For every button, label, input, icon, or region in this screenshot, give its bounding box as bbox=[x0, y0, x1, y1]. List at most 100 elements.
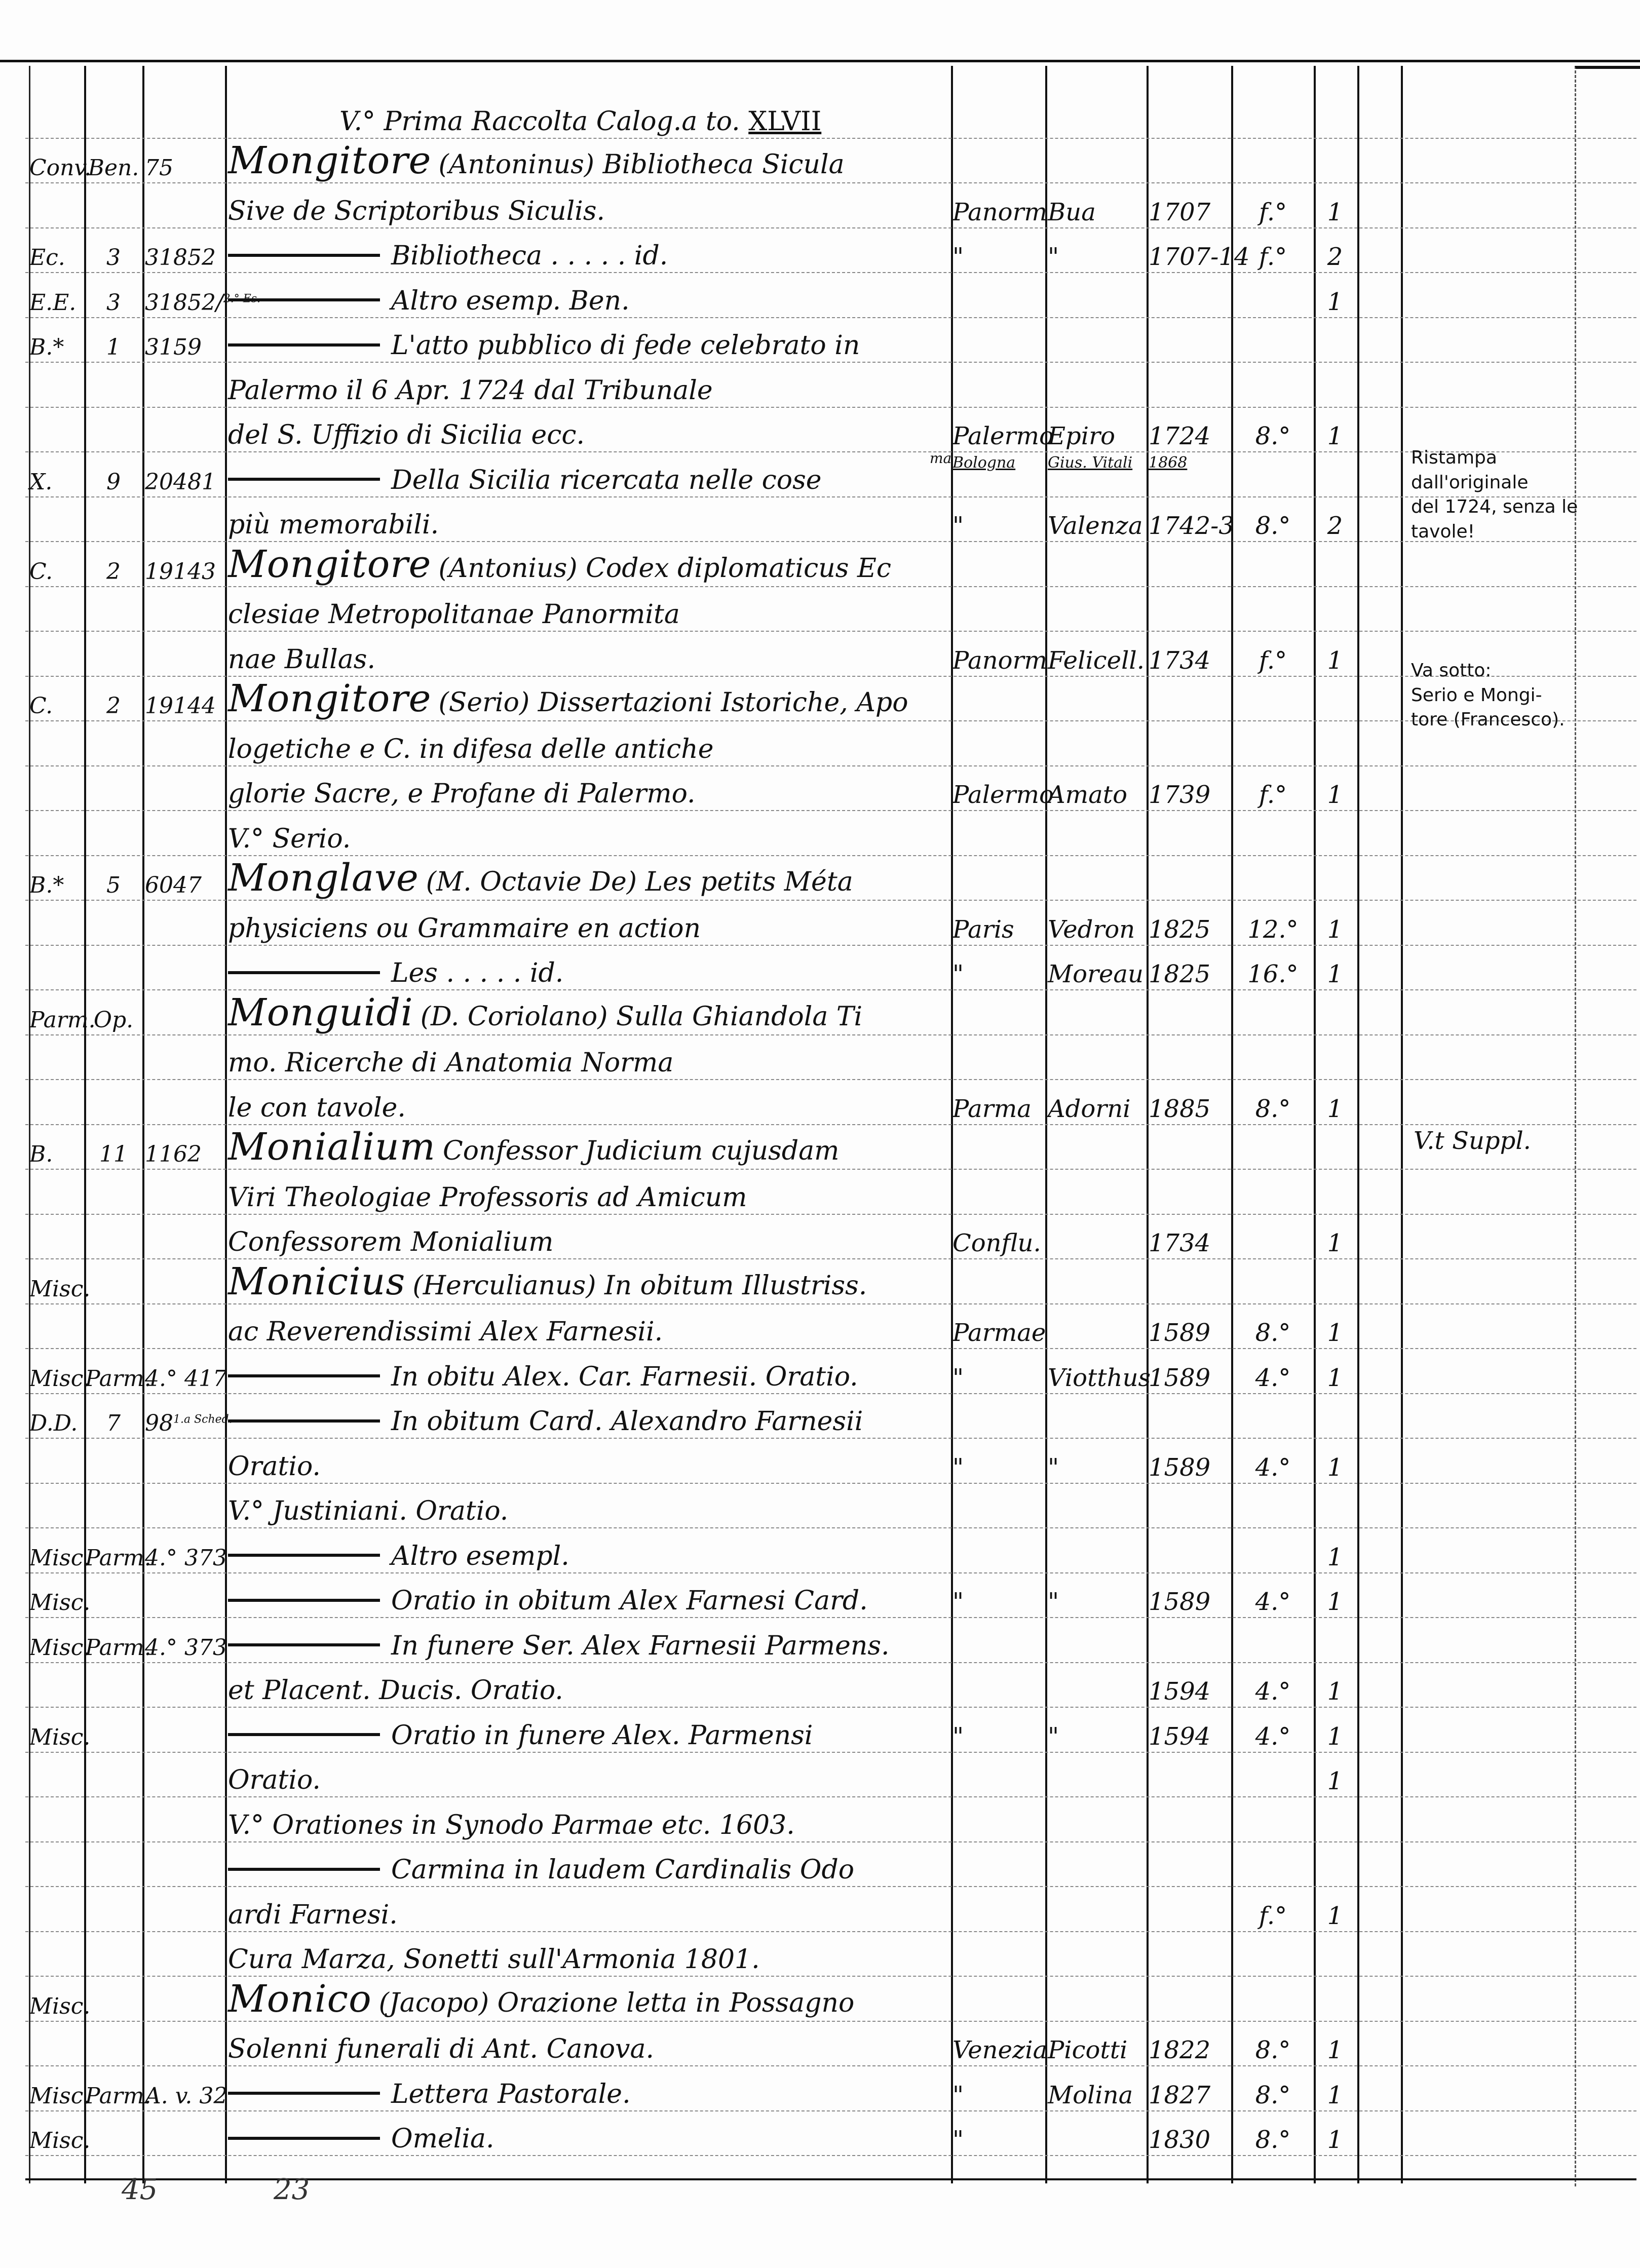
number-value: 19144 bbox=[145, 693, 216, 719]
table-row: le con tavole. Parma Adorni 1885 8.° 1 bbox=[25, 1080, 1636, 1125]
shelf-cell: 1 bbox=[106, 334, 121, 360]
collection-cell: Misc. bbox=[29, 1634, 91, 1661]
collection-cell: Misc. bbox=[29, 1365, 91, 1392]
heading-text: V.° Prima Raccolta Calog.a to. bbox=[339, 106, 740, 137]
year-cell: 1594 bbox=[1149, 1677, 1211, 1706]
table-row: Palermo il 6 Apr. 1724 dal Tribunale bbox=[25, 362, 1636, 408]
entry-cell: Confessorem Monialium bbox=[228, 1229, 950, 1255]
place-cell: Panorm bbox=[952, 198, 1048, 226]
place-cell: Panorm bbox=[952, 646, 1048, 675]
entry-cell: Monguidi (D. Coriolano) Sulla Ghiandola T… bbox=[228, 994, 950, 1031]
number-cell: 981.a Sched. bbox=[145, 1412, 233, 1435]
entry-title: In obitu Alex. Car. Farnesii. Oratio. bbox=[391, 1361, 858, 1392]
year-cell: 1589 bbox=[1149, 1588, 1211, 1616]
volumes-cell: 1 bbox=[1327, 2126, 1343, 2154]
format-cell: 16.° bbox=[1247, 960, 1299, 988]
entry-cell: Mongitore (Antonius) Codex diplomaticus E… bbox=[228, 546, 950, 583]
entry-cell: Mongitore (Antoninus) Bibliotheca Sicula bbox=[228, 142, 950, 179]
table-row: X. 9 20481 Della Sicilia ricercata nelle co… bbox=[25, 452, 1636, 497]
number-cell: 20481 bbox=[145, 471, 221, 493]
volumes-cell: 1 bbox=[1327, 198, 1343, 226]
collection-cell: Parm. bbox=[29, 1007, 96, 1033]
format-cell: 8.° bbox=[1255, 2126, 1291, 2154]
format-cell: 8.° bbox=[1255, 1094, 1291, 1123]
year-cell: 1707 bbox=[1149, 198, 1211, 226]
table-row: et Placent. Ducis. Oratio. 1594 4.° 1 bbox=[25, 1662, 1636, 1708]
shelf-cell: Op. bbox=[93, 1007, 134, 1033]
entry-cell: le con tavole. bbox=[228, 1095, 950, 1121]
collection-cell: Misc. bbox=[29, 1276, 91, 1302]
collection-cell: Misc. bbox=[29, 2083, 91, 2109]
number-value: 6047 bbox=[145, 872, 202, 898]
entry-title: Bibliotheca . . . . . id. bbox=[391, 241, 668, 271]
year-cell: 1589 bbox=[1149, 1363, 1211, 1392]
entry-cell: ac Reverendissimi Alex Farnesii. bbox=[228, 1319, 950, 1345]
number-value: 4.° 373 bbox=[145, 1634, 227, 1661]
author-name: Monguidi bbox=[228, 990, 413, 1034]
entry-title: Oratio in funere Alex. Parmensi bbox=[391, 1720, 813, 1751]
heading-volume: XLVII bbox=[748, 106, 822, 137]
format-cell: 12.° bbox=[1247, 915, 1299, 944]
entry-title: V.° Justiniani. Oratio. bbox=[228, 1496, 509, 1526]
entry-cell: logetiche e C. in difesa delle antiche bbox=[228, 736, 950, 762]
place-cell: " bbox=[952, 243, 964, 271]
shelf-cell: 3 bbox=[106, 289, 121, 316]
year-cell: 1822 bbox=[1149, 2036, 1211, 2064]
table-row: Misc. Omelia. " 1830 8.° 1 bbox=[25, 2110, 1636, 2156]
table-row: Les . . . . . id. " Moreau 1825 16.° 1 bbox=[25, 945, 1636, 990]
year-cell: 1742-3 bbox=[1149, 512, 1234, 540]
entry-title: Oratio. bbox=[228, 1765, 321, 1795]
printer-cell-correction: Gius. Vitali bbox=[1048, 454, 1133, 472]
entry-title: (Antonius) Codex diplomaticus Ec bbox=[438, 553, 892, 584]
ditto-dash bbox=[228, 253, 380, 257]
entry-title: clesiae Metropolitanae Panormita bbox=[228, 599, 680, 630]
table-row: C. 2 19144 Mongitore (Serio) Dissertazioni I… bbox=[25, 676, 1636, 721]
ditto-dash bbox=[228, 343, 380, 347]
format-cell: f.° bbox=[1258, 198, 1287, 226]
table-row: clesiae Metropolitanae Panormita bbox=[25, 586, 1636, 632]
volumes-cell: 1 bbox=[1327, 1094, 1343, 1123]
table-row: B. 11 1162 Monialium Confessor Judicium cuju… bbox=[25, 1124, 1636, 1170]
year-cell: 1589 bbox=[1149, 1319, 1211, 1347]
printer-cell: " bbox=[1048, 1588, 1059, 1616]
place-cell-correction: Bologna bbox=[952, 454, 1016, 472]
year-cell: 1827 bbox=[1149, 2081, 1211, 2109]
place-cell: Parma bbox=[952, 1094, 1032, 1123]
entry-cell: In funere Ser. Alex Farnesii Parmens. bbox=[228, 1633, 950, 1659]
number-value: 20481 bbox=[145, 469, 216, 495]
table-row: V.° Serio. bbox=[25, 811, 1636, 856]
ditto-dash bbox=[228, 2136, 380, 2140]
entry-cell: Oratio. bbox=[228, 1767, 950, 1793]
entry-title: ardi Farnesi. bbox=[228, 1899, 398, 1930]
entry-cell: In obitum Card. Alexandro Farnesii bbox=[228, 1408, 950, 1435]
table-row: Misc. Monico (Jacopo) Orazione letta in Po… bbox=[25, 1976, 1636, 2022]
place-cell: " bbox=[952, 1588, 964, 1616]
place-cell: " bbox=[952, 1363, 964, 1392]
table-row: B.* 1 3159 L'atto pubblico di fede celebrat… bbox=[25, 317, 1636, 363]
table-row: V.° Orationes in Synodo Parmae etc. 1603… bbox=[25, 1797, 1636, 1842]
table-row: logetiche e C. in difesa delle antiche bbox=[25, 721, 1636, 766]
ditto-dash bbox=[228, 478, 380, 481]
entry-title: Oratio. bbox=[228, 1451, 321, 1482]
number-cell: 4.° 373 bbox=[145, 1547, 227, 1569]
number-cell: 4.° 373 bbox=[145, 1636, 227, 1659]
entry-cell: Altro esemp. Ben. bbox=[228, 288, 950, 314]
printer-cell: Picotti bbox=[1048, 2036, 1128, 2064]
year-cell: 1825 bbox=[1149, 960, 1211, 988]
volumes-cell: 1 bbox=[1327, 287, 1343, 316]
place-cell: Parmae bbox=[952, 1319, 1046, 1347]
ditto-dash bbox=[228, 1554, 380, 1557]
table-row: physiciens ou Grammaire en action Paris Ve… bbox=[25, 900, 1636, 946]
format-cell: 8.° bbox=[1255, 2036, 1291, 2064]
entry-title: Viri Theologiae Professoris ad Amicum bbox=[228, 1182, 747, 1213]
entry-cell: physiciens ou Grammaire en action bbox=[228, 915, 950, 942]
table-row: glorie Sacre, e Profane di Palermo. Paler… bbox=[25, 765, 1636, 811]
format-cell: 4.° bbox=[1255, 1588, 1291, 1616]
ditto-dash bbox=[228, 298, 380, 301]
entry-title: Palermo il 6 Apr. 1724 dal Tribunale bbox=[228, 375, 713, 406]
year-cell-correction: 1868 bbox=[1149, 454, 1188, 472]
entry-title: (Herculianus) In obitum Illustriss. bbox=[412, 1270, 867, 1301]
entry-cell: nae Bullas. bbox=[228, 646, 950, 673]
number-value: 3159 bbox=[145, 334, 202, 360]
entry-title: Carmina in laudem Cardinalis Odo bbox=[391, 1855, 855, 1885]
